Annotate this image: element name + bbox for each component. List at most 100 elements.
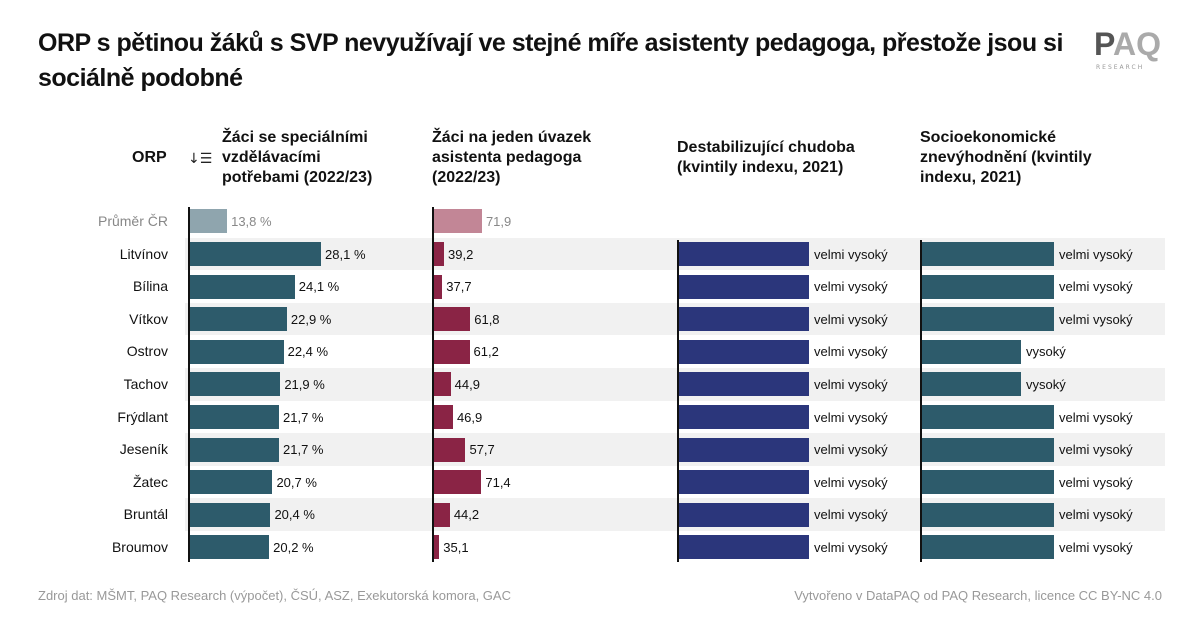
znev-value: velmi vysoký: [1059, 507, 1133, 523]
ap-bar: [433, 307, 471, 332]
footer-source: Zdroj dat: MŠMT, PAQ Research (výpočet),…: [38, 588, 511, 603]
chudoba-value: velmi vysoký: [814, 474, 888, 490]
ap-value: 44,2: [453, 507, 480, 523]
header-orp: ORP: [132, 149, 167, 166]
znev-bar: [922, 404, 1054, 429]
znev-value: velmi vysoký: [1059, 540, 1133, 555]
znev-value: velmi vysoký: [1059, 279, 1133, 295]
svp-value: 22,4 %: [287, 344, 329, 360]
svp-bar: [189, 470, 273, 495]
znev-value: velmi vysoký: [1059, 246, 1133, 262]
chudoba-value: velmi vysoký: [814, 279, 888, 295]
chudoba-value: velmi vysoký: [814, 344, 888, 360]
orp-label: Litvínov: [119, 245, 168, 262]
ap-value: 61,2: [473, 344, 499, 360]
header-svp: Žáci se speciálními vzdělávacími potřeba…: [222, 129, 373, 186]
orp-label: Bruntál: [123, 506, 168, 523]
svp-bar: [189, 307, 287, 332]
svp-bar: [189, 404, 279, 429]
orp-label: Vítkov: [129, 310, 168, 327]
orp-label: Průměr ČR: [97, 213, 168, 229]
znev-bar: [922, 339, 1021, 364]
znev-bar: [922, 241, 1054, 266]
chart-title: ORP s pětinou žáků s SVP nevyužívají ve …: [38, 29, 1063, 92]
svp-value: 21,7 %: [283, 409, 324, 425]
paq-logo: PAQ RESEARCH: [1094, 28, 1174, 76]
znev-bar: [922, 470, 1054, 495]
znev-value: velmi vysoký: [1059, 442, 1133, 458]
ap-bar: [433, 437, 466, 462]
svp-bar: [189, 241, 322, 266]
svp-bar: [189, 372, 281, 397]
footer-credit: Vytvořeno v DataPAQ od PAQ Research, lic…: [794, 588, 1162, 603]
svp-bar: [189, 502, 271, 527]
logo-subtext: RESEARCH: [1096, 64, 1145, 71]
svp-bar: [189, 339, 284, 364]
chudoba-bar: [679, 535, 809, 560]
chudoba-value: velmi vysoký: [814, 377, 888, 392]
svp-value: 21,7 %: [283, 442, 324, 458]
chudoba-bar: [679, 274, 809, 299]
ap-bar: [433, 404, 453, 429]
orp-label: Tachov: [123, 376, 168, 392]
znev-bar: [922, 502, 1054, 527]
ap-bar: [433, 502, 450, 527]
chudoba-value: velmi vysoký: [814, 311, 888, 327]
znev-bar: [922, 274, 1054, 299]
axis-line: [677, 239, 679, 562]
axis-line: [432, 207, 434, 562]
ap-value: 71,4: [485, 474, 511, 490]
axis-line: [188, 207, 190, 562]
znev-value: vysoký: [1026, 377, 1066, 392]
svp-value: 21,9 %: [284, 377, 325, 392]
znev-value: vysoký: [1026, 344, 1066, 360]
znev-value: velmi vysoký: [1059, 409, 1133, 425]
header-znev: Socioekonomické znevýhodnění (kvintily i…: [920, 129, 1092, 186]
orp-label: Ostrov: [126, 343, 168, 360]
ap-bar: [433, 372, 451, 397]
ap-value: 39,2: [448, 246, 474, 262]
svp-bar: [189, 535, 270, 560]
znev-bar: [922, 437, 1054, 462]
ap-bar: [433, 241, 445, 266]
header-chudoba: Destabilizující chudoba (kvintily indexu…: [677, 139, 855, 176]
chudoba-bar: [679, 372, 809, 397]
header-ap: Žáci na jeden úvazek asistenta pedagoga …: [432, 129, 592, 186]
ap-bar: [433, 274, 443, 299]
chudoba-bar: [679, 502, 809, 527]
svp-bar: [189, 437, 279, 462]
svp-value: 20,2 %: [273, 540, 314, 555]
orp-label: Frýdlant: [117, 408, 168, 425]
orp-label: Jeseník: [119, 441, 168, 458]
ap-value: 35,1: [443, 540, 469, 555]
chudoba-value: velmi vysoký: [814, 507, 888, 523]
ap-value: 71,9: [485, 214, 512, 229]
orp-label: Broumov: [111, 539, 168, 555]
ap-value: 46,9: [456, 409, 483, 425]
orp-label: Žatec: [132, 473, 168, 490]
znev-bar: [922, 307, 1054, 332]
chudoba-value: velmi vysoký: [814, 442, 888, 458]
logo-mark: PAQ: [1094, 26, 1161, 62]
znev-value: velmi vysoký: [1059, 474, 1133, 490]
znev-value: velmi vysoký: [1059, 311, 1133, 327]
ap-bar: [433, 535, 440, 560]
ap-bar: [433, 339, 470, 364]
chudoba-value: velmi vysoký: [814, 409, 888, 425]
svp-bar: [189, 274, 295, 299]
chudoba-bar: [679, 339, 809, 364]
chudoba-value: velmi vysoký: [814, 246, 888, 262]
ap-value: 57,7: [469, 442, 495, 458]
ap-value: 44,9: [454, 377, 480, 392]
sort-descending-icon[interactable]: ↓☰: [188, 151, 213, 167]
chudoba-bar: [679, 437, 809, 462]
ap-value: 37,7: [446, 279, 472, 295]
ap-value: 61,8: [474, 311, 500, 327]
ap-bar: [433, 209, 482, 234]
chudoba-value: velmi vysoký: [814, 540, 888, 555]
svp-bar: [189, 209, 228, 234]
chudoba-bar: [679, 404, 809, 429]
ap-bar: [433, 470, 482, 495]
svp-value: 20,4 %: [274, 507, 315, 523]
